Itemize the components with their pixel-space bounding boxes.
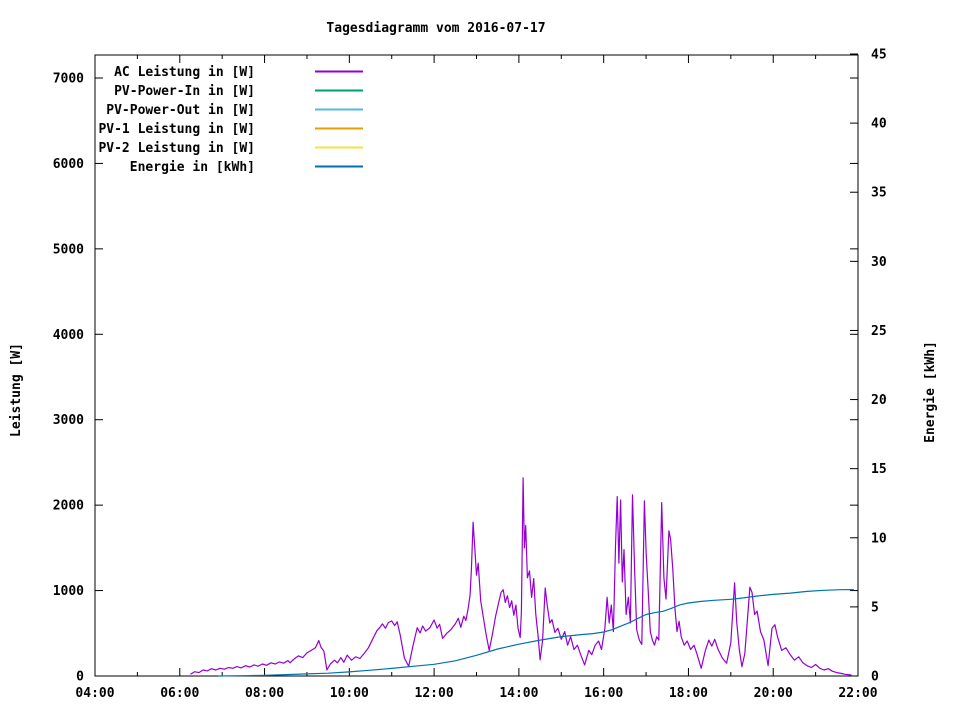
series-line xyxy=(217,588,854,677)
legend-label: PV-Power-Out in [W] xyxy=(106,103,255,118)
y-right-tick-label: 40 xyxy=(871,117,887,132)
y-right-tick-label: 30 xyxy=(871,255,887,270)
y-right-tick-label: 25 xyxy=(871,324,887,339)
y-left-tick-label: 6000 xyxy=(53,157,84,172)
y-left-tick-label: 5000 xyxy=(53,242,84,257)
x-tick-label: 16:00 xyxy=(584,686,623,701)
legend-label: PV-1 Leistung in [W] xyxy=(98,122,255,137)
y-right-tick-label: 45 xyxy=(871,48,887,63)
y-left-tick-label: 0 xyxy=(76,670,84,685)
legend-label: Energie in [kWh] xyxy=(130,160,255,175)
right-axis-label: Energie [kWh] xyxy=(923,341,938,443)
chart-title: Tagesdiagramm vom 2016-07-17 xyxy=(326,21,545,36)
x-tick-label: 10:00 xyxy=(330,686,369,701)
x-tick-label: 20:00 xyxy=(754,686,793,701)
y-right-tick-label: 5 xyxy=(871,600,879,615)
x-tick-label: 06:00 xyxy=(160,686,199,701)
y-right-tick-label: 35 xyxy=(871,186,887,201)
x-tick-label: 12:00 xyxy=(415,686,454,701)
x-tick-label: 04:00 xyxy=(75,686,114,701)
x-tick-label: 08:00 xyxy=(245,686,284,701)
x-tick-label: 22:00 xyxy=(838,686,877,701)
x-tick-label: 18:00 xyxy=(669,686,708,701)
y-left-tick-label: 1000 xyxy=(53,584,84,599)
legend-label: AC Leistung in [W] xyxy=(114,65,255,80)
y-left-tick-label: 7000 xyxy=(53,72,84,87)
y-left-tick-label: 4000 xyxy=(53,328,84,343)
plot-dynamic-layer: 04:00 06:00 08:00 10:00 12:00 14:00 16:00 18:00… xyxy=(53,48,887,702)
y-right-tick-label: 0 xyxy=(871,670,879,685)
legend-label: PV-Power-In in [W] xyxy=(114,84,255,99)
left-axis-label: Leistung [W] xyxy=(9,343,24,437)
y-right-tick-label: 15 xyxy=(871,462,887,477)
y-left-tick-label: 3000 xyxy=(53,413,84,428)
y-right-tick-label: 10 xyxy=(871,531,887,546)
y-right-tick-label: 20 xyxy=(871,393,887,408)
series-line xyxy=(190,477,852,676)
x-tick-label: 14:00 xyxy=(499,686,538,701)
legend-label: PV-2 Leistung in [W] xyxy=(98,141,255,156)
y-left-tick-label: 2000 xyxy=(53,499,84,514)
